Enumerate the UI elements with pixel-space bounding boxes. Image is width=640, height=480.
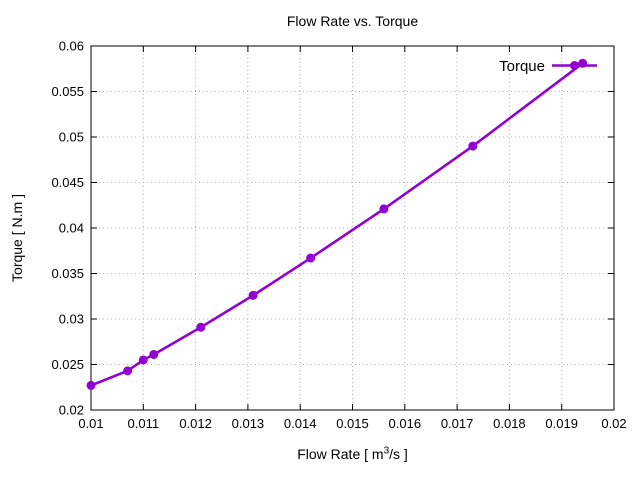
x-tick-label: 0.01: [78, 416, 103, 431]
data-point: [306, 253, 316, 263]
y-axis-title: Torque [ N.m ]: [9, 194, 25, 282]
x-axis-title: Flow Rate [ m3/s ]: [91, 446, 614, 462]
data-point: [123, 366, 133, 376]
x-tick-label: 0.017: [441, 416, 474, 431]
x-axis-title-superscript: 3: [383, 445, 390, 457]
data-point: [149, 349, 159, 359]
data-point: [379, 204, 389, 214]
data-point: [248, 290, 258, 300]
x-tick-label: 0.012: [179, 416, 212, 431]
x-tick-label: 0.019: [545, 416, 578, 431]
y-tick-label: 0.04: [59, 221, 84, 236]
x-axis-title-units: /s ]: [389, 446, 408, 462]
y-tick-label: 0.045: [51, 175, 84, 190]
data-point: [196, 322, 206, 332]
x-tick-label: 0.015: [336, 416, 369, 431]
data-point: [468, 141, 478, 151]
series-line: [89, 61, 584, 387]
x-tick-label: 0.013: [232, 416, 265, 431]
x-tick-label: 0.018: [493, 416, 526, 431]
y-tick-label: 0.06: [59, 39, 84, 54]
y-tick-label: 0.03: [59, 312, 84, 327]
x-tick-label: 0.014: [284, 416, 317, 431]
y-tick-label: 0.055: [51, 84, 84, 99]
x-tick-label: 0.02: [601, 416, 626, 431]
y-tick-label: 0.025: [51, 357, 84, 372]
chart-title: Flow Rate vs. Torque: [286, 13, 419, 29]
y-tick-label: 0.05: [59, 130, 84, 145]
x-tick-label: 0.011: [128, 416, 160, 431]
y-tick-label: 0.02: [59, 403, 84, 418]
x-axis-title-text: Flow Rate [ m: [297, 446, 384, 462]
legend-label: Torque: [499, 58, 545, 75]
y-tick-label: 0.035: [51, 266, 84, 281]
data-point: [86, 380, 96, 390]
x-tick-label: 0.016: [389, 416, 422, 431]
data-point: [138, 355, 148, 365]
legend-marker: [570, 61, 579, 70]
